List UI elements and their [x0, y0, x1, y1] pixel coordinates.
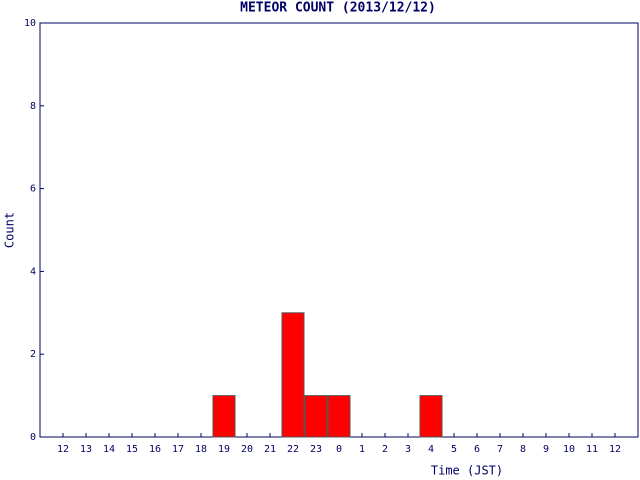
y-tick-label: 10	[24, 18, 36, 29]
x-tick-label: 18	[195, 444, 207, 455]
y-axis-label: Count	[3, 212, 17, 248]
bar	[327, 395, 351, 438]
x-tick-label: 13	[80, 444, 92, 455]
x-tick-label: 21	[264, 444, 276, 455]
bar	[419, 395, 443, 438]
x-tick-label: 1	[359, 444, 365, 455]
x-tick-label: 2	[382, 444, 388, 455]
x-tick-label: 17	[172, 444, 184, 455]
x-tick-label: 15	[126, 444, 138, 455]
x-tick-label: 14	[103, 444, 115, 455]
y-tick-label: 2	[30, 349, 36, 360]
x-tick-label: 10	[563, 444, 575, 455]
x-tick-label: 3	[405, 444, 411, 455]
x-tick-label: 22	[287, 444, 299, 455]
x-tick-label: 12	[609, 444, 621, 455]
x-tick-label: 19	[218, 444, 230, 455]
bar	[212, 395, 236, 438]
x-tick-label: 8	[520, 444, 526, 455]
x-tick-label: 20	[241, 444, 253, 455]
y-tick-label: 6	[30, 184, 36, 195]
x-tick-label: 7	[497, 444, 503, 455]
x-tick-label: 16	[149, 444, 161, 455]
y-tick-label: 8	[30, 101, 36, 112]
y-tick-label: 0	[30, 432, 36, 443]
x-tick-label: 5	[451, 444, 457, 455]
x-tick-label: 23	[310, 444, 322, 455]
bar	[281, 312, 305, 438]
plot-frame	[39, 22, 639, 438]
x-tick-label: 0	[336, 444, 342, 455]
x-tick-label: 6	[474, 444, 480, 455]
x-tick-label: 9	[543, 444, 549, 455]
chart-title: METEOR COUNT (2013/12/12)	[240, 1, 436, 16]
x-tick-label: 11	[586, 444, 598, 455]
x-axis-label: Time (JST)	[431, 464, 503, 478]
x-tick-label: 12	[57, 444, 69, 455]
y-tick-label: 4	[30, 266, 36, 277]
bar	[304, 395, 328, 438]
x-tick-label: 4	[428, 444, 434, 455]
